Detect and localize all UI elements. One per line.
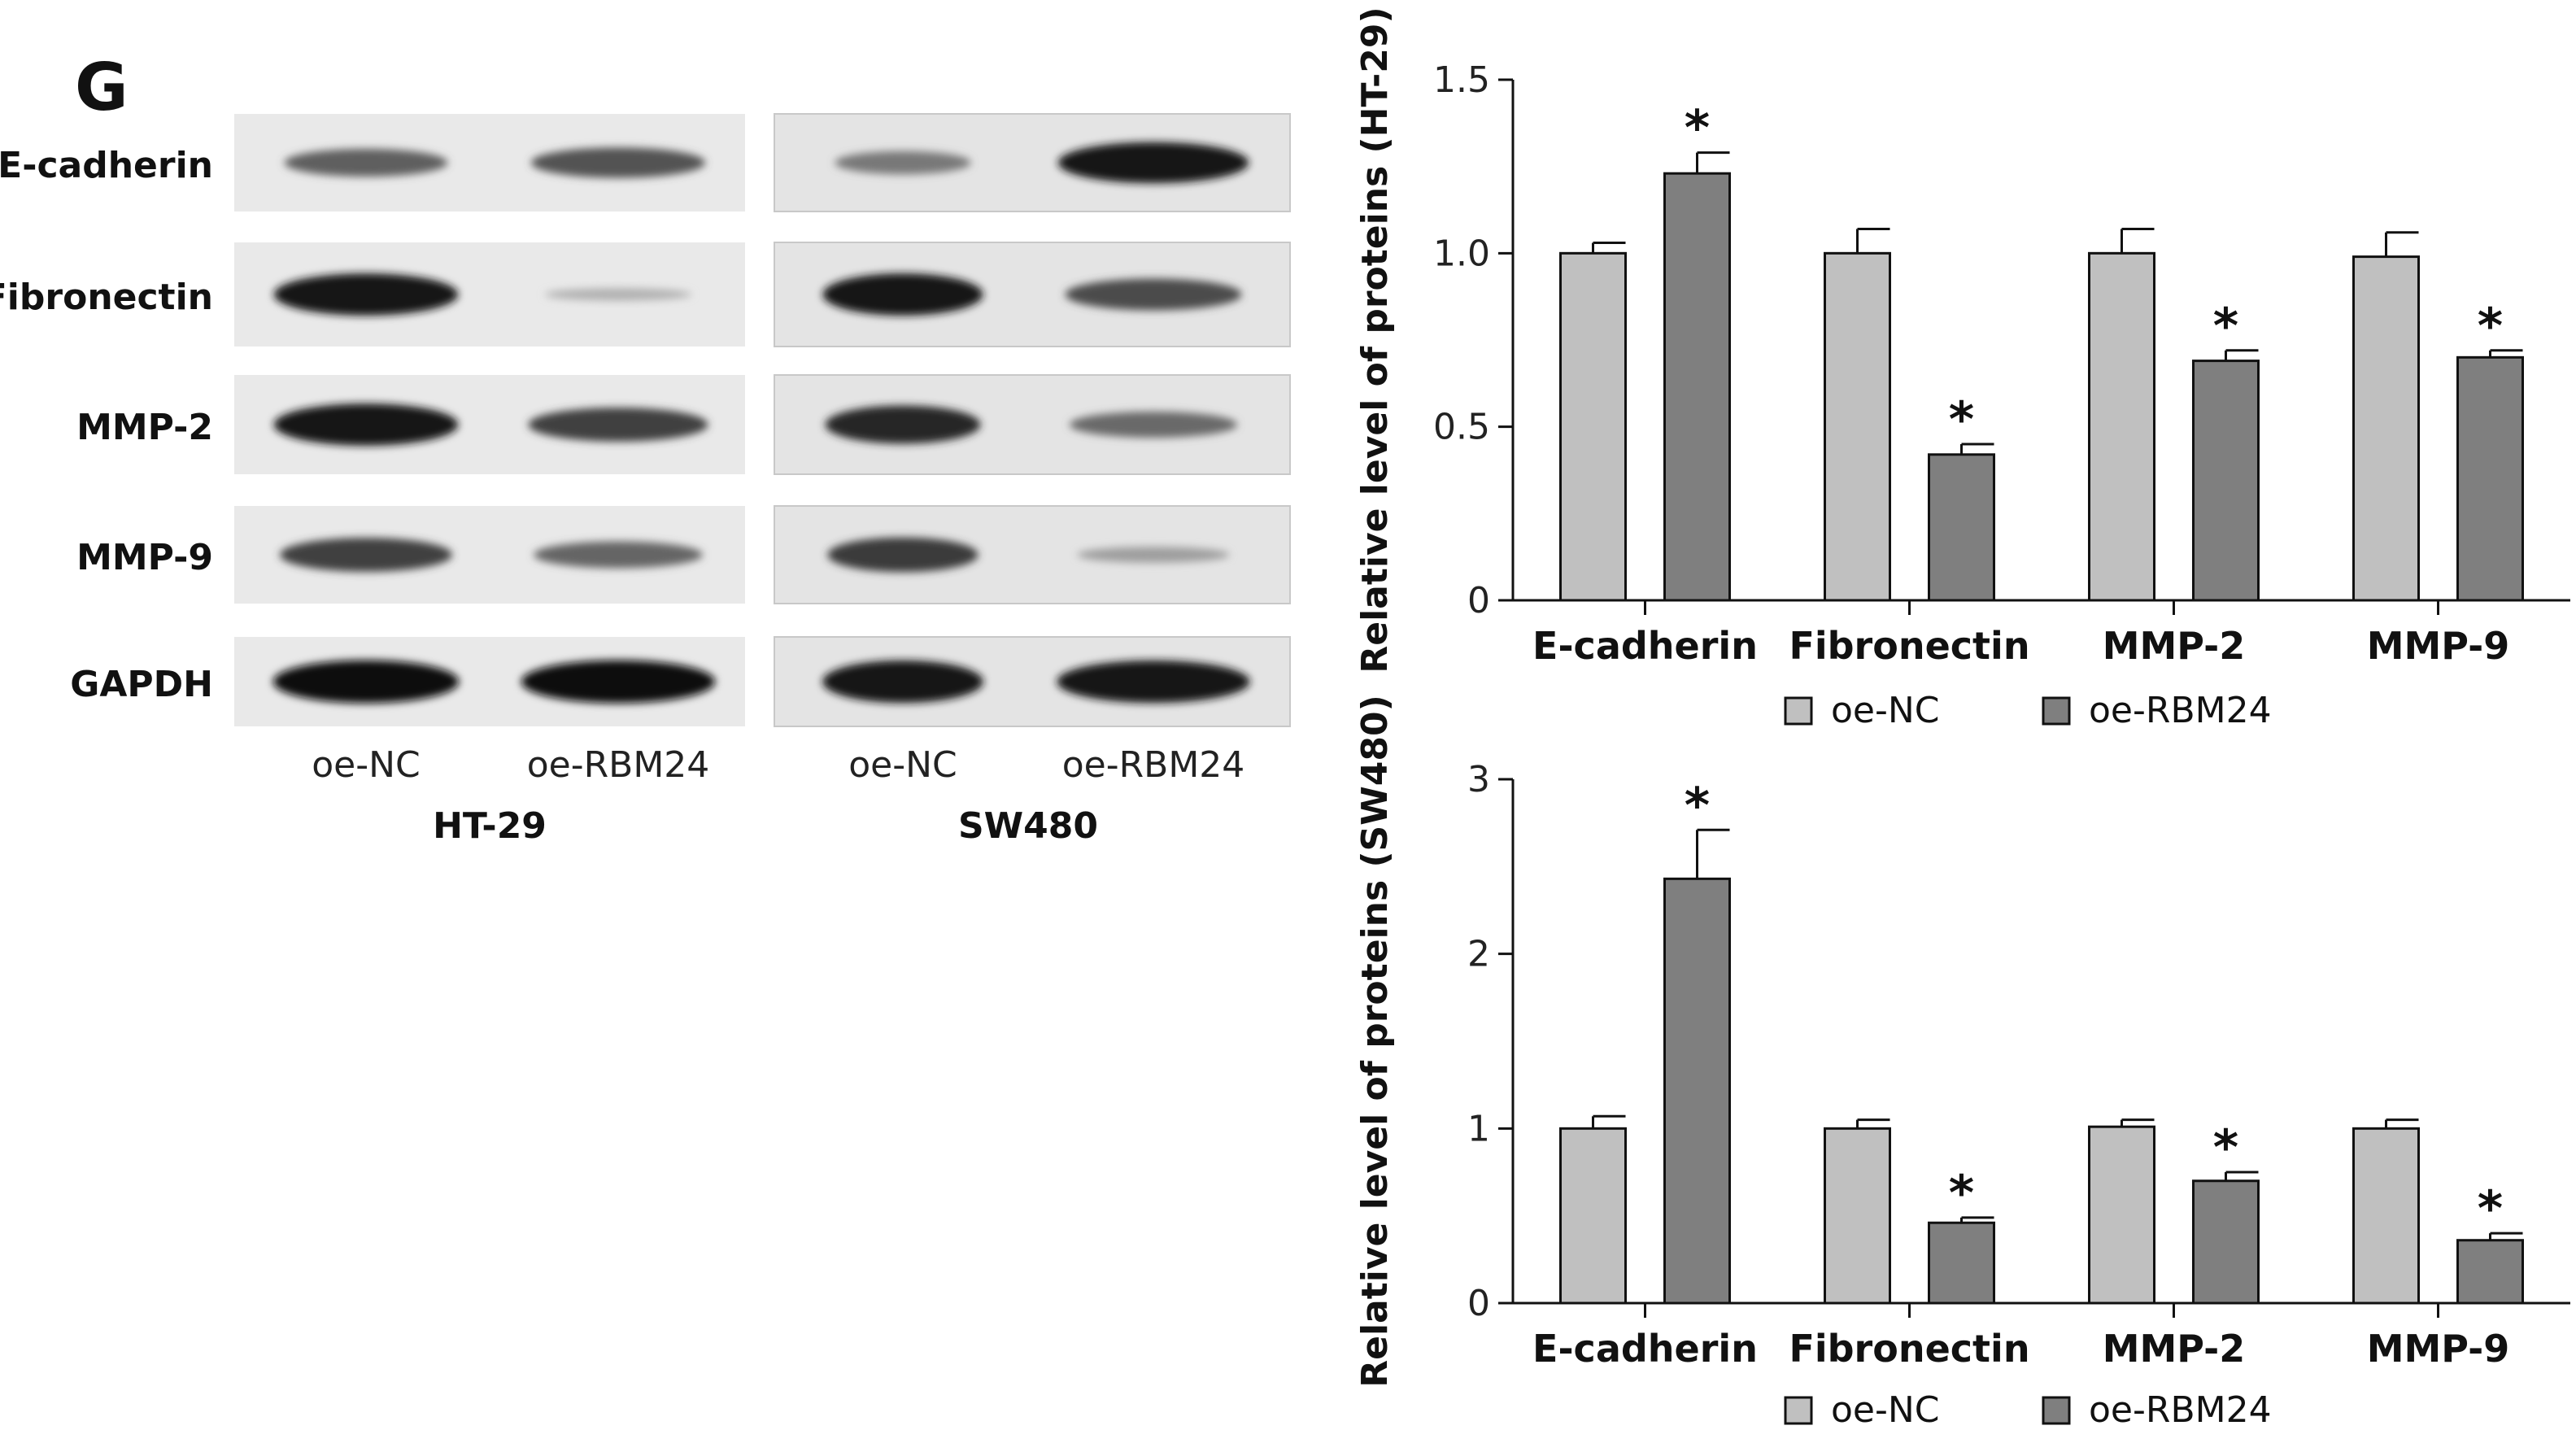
bar-chart-sw480: Relative level of proteins (SW480) 0 1 2 3 E-… — [1354, 695, 2570, 1430]
x-tick-label: Fibronectin — [1789, 624, 2029, 668]
bar-oe-rbm24-mmp-2 — [2192, 1179, 2260, 1305]
legend-swatch-oe-nc — [1784, 696, 1813, 726]
band-3-1 — [534, 541, 703, 569]
legend-label-oe-rbm24: oe-RBM24 — [2089, 690, 2272, 731]
legend-swatch-oe-rbm24 — [2042, 696, 2071, 726]
x-tick-label: MMP-2 — [2103, 624, 2246, 668]
protein-label-fibronectin: Fibronectin — [0, 277, 213, 318]
lane-label-0: oe-NC — [312, 744, 421, 786]
bar-oe-nc-e-cadherin — [1559, 251, 1627, 602]
cell-line-label-ht29: HT-29 — [433, 805, 547, 847]
band-1-3 — [1065, 278, 1242, 311]
band-4-2 — [822, 660, 983, 704]
cell-line-label-sw480: SW480 — [958, 805, 1098, 847]
y-axis-label: Relative level of proteins (SW480) — [1354, 695, 1396, 1388]
protein-label-gapdh: GAPDH — [70, 664, 213, 705]
lane-label-3: oe-RBM24 — [1062, 744, 1245, 786]
significance-marker: * — [1949, 391, 1974, 448]
band-2-3 — [1069, 412, 1238, 438]
band-1-2 — [822, 273, 983, 316]
x-tick-label: MMP-2 — [2103, 1327, 2246, 1371]
band-0-2 — [835, 150, 971, 175]
x-tick-label: E-cadherin — [1532, 1327, 1758, 1371]
band-3-0 — [280, 538, 452, 572]
legend-swatch-oe-rbm24 — [2042, 1396, 2071, 1425]
band-3-2 — [827, 537, 979, 573]
bar-oe-nc-mmp-9 — [2352, 1127, 2420, 1305]
significance-marker: * — [2478, 298, 2503, 355]
bar-oe-nc-fibronectin — [1824, 251, 1891, 602]
bar-oe-rbm24-fibronectin — [1928, 1221, 1995, 1305]
bar-oe-rbm24-fibronectin — [1928, 453, 1995, 602]
significance-marker: * — [1685, 100, 1710, 157]
legend-label-oe-nc: oe-NC — [1831, 1389, 1940, 1430]
y-tick-label: 3 — [1467, 759, 1490, 800]
bar-chart-ht29: Relative level of proteins (HT-29) 0 0.5 1.… — [1354, 7, 2570, 731]
bar-oe-nc-mmp-2 — [2088, 251, 2155, 602]
significance-marker: * — [2478, 1180, 2503, 1237]
bar-oe-rbm24-e-cadherin — [1663, 172, 1731, 602]
y-tick-label: 1 — [1467, 1108, 1490, 1149]
y-tick-label: 0.5 — [1433, 407, 1490, 448]
protein-label-mmp-9: MMP-9 — [76, 537, 213, 578]
band-0-1 — [530, 147, 706, 178]
panel-label: G — [75, 50, 129, 125]
bar-oe-rbm24-mmp-9 — [2456, 355, 2524, 602]
band-2-0 — [273, 403, 459, 446]
y-axis-label: Relative level of proteins (HT-29) — [1354, 7, 1396, 673]
band-4-1 — [521, 660, 716, 704]
band-2-2 — [825, 405, 981, 444]
x-tick-label: MMP-9 — [2367, 624, 2510, 668]
band-1-1 — [544, 288, 692, 301]
protein-label-e-cadherin: E-cadherin — [0, 145, 213, 186]
y-tick-label: 2 — [1467, 934, 1490, 975]
legend-label-oe-nc: oe-NC — [1831, 690, 1940, 731]
bar-oe-nc-fibronectin — [1824, 1127, 1891, 1305]
band-2-1 — [528, 408, 708, 442]
bar-oe-rbm24-mmp-2 — [2192, 360, 2260, 602]
band-1-0 — [273, 273, 459, 316]
significance-marker: * — [2213, 1119, 2238, 1176]
band-4-0 — [272, 660, 460, 704]
y-tick-label: 0 — [1467, 1283, 1490, 1324]
band-0-0 — [284, 148, 448, 177]
x-tick-label: E-cadherin — [1532, 624, 1758, 668]
bar-oe-nc-mmp-9 — [2352, 255, 2420, 602]
lane-label-1: oe-RBM24 — [527, 744, 710, 786]
protein-label-mmp-2: MMP-2 — [76, 407, 213, 448]
y-tick-label: 1.0 — [1433, 233, 1490, 274]
lane-label-2: oe-NC — [848, 744, 957, 786]
western-blot: E-cadherin Fibronectin MMP-2 MMP-9 GAPDH oe-N… — [0, 113, 1291, 847]
y-tick-label: 1.5 — [1433, 59, 1490, 101]
bar-oe-rbm24-mmp-9 — [2456, 1239, 2524, 1305]
x-tick-label: Fibronectin — [1789, 1327, 2029, 1371]
bar-oe-nc-mmp-2 — [2088, 1125, 2155, 1305]
band-4-3 — [1057, 660, 1250, 704]
bar-oe-nc-e-cadherin — [1559, 1127, 1627, 1305]
band-3-3 — [1077, 547, 1230, 563]
legend-swatch-oe-nc — [1784, 1396, 1813, 1425]
significance-marker: * — [1685, 777, 1710, 834]
significance-marker: * — [2213, 298, 2238, 355]
band-0-3 — [1057, 142, 1249, 184]
x-tick-label: MMP-9 — [2367, 1327, 2510, 1371]
legend-label-oe-rbm24: oe-RBM24 — [2089, 1389, 2272, 1430]
bar-oe-rbm24-e-cadherin — [1663, 877, 1731, 1305]
y-tick-label: 0 — [1467, 580, 1490, 621]
significance-marker: * — [1949, 1165, 1974, 1222]
